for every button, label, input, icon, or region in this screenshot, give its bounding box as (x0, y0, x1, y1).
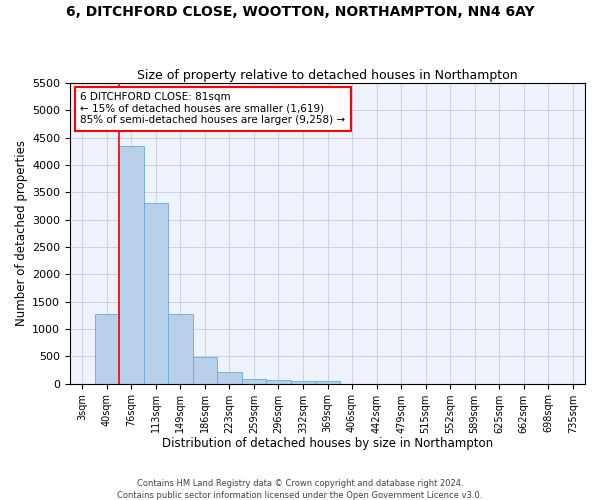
Bar (168, 314, 193, 384)
Text: Contains HM Land Registry data © Crown copyright and database right 2024.
Contai: Contains HM Land Registry data © Crown c… (118, 478, 482, 500)
Bar (119, 146, 143, 384)
Bar (315, 380, 340, 384)
Bar (217, 372, 242, 384)
X-axis label: Distribution of detached houses by size in Northampton: Distribution of detached houses by size … (162, 437, 493, 450)
Bar (242, 378, 266, 384)
Bar (291, 380, 315, 384)
Text: 6 DITCHFORD CLOSE: 81sqm
← 15% of detached houses are smaller (1,619)
85% of sem: 6 DITCHFORD CLOSE: 81sqm ← 15% of detach… (80, 92, 346, 126)
Bar (143, 204, 168, 384)
Title: Size of property relative to detached houses in Northampton: Size of property relative to detached ho… (137, 69, 518, 82)
Y-axis label: Number of detached properties: Number of detached properties (15, 140, 28, 326)
Bar (95, 314, 119, 384)
Bar (193, 357, 217, 384)
Bar (266, 380, 291, 384)
Text: 6, DITCHFORD CLOSE, WOOTTON, NORTHAMPTON, NN4 6AY: 6, DITCHFORD CLOSE, WOOTTON, NORTHAMPTON… (65, 5, 535, 19)
